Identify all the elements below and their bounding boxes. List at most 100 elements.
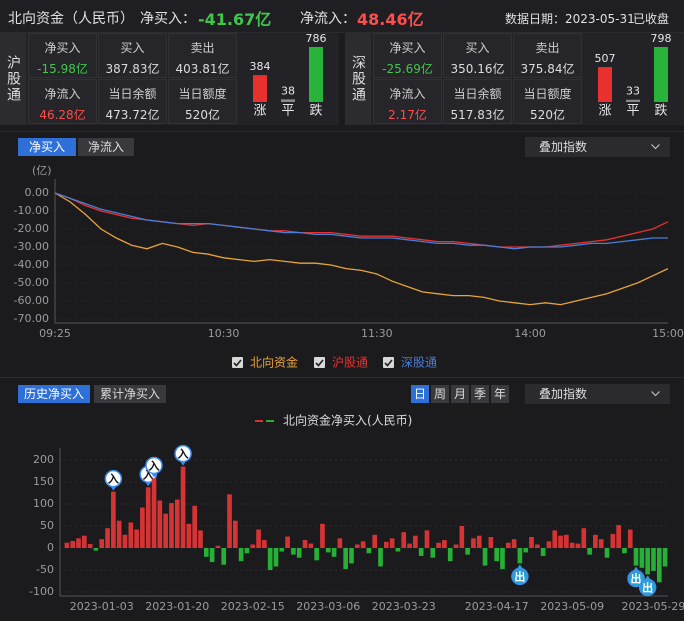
bar [245, 548, 250, 553]
legend-checkbox [232, 357, 243, 368]
bar [128, 522, 133, 548]
bar [657, 548, 662, 582]
value-label: 384 [250, 60, 271, 73]
x-tick-label: 2023-05-29 [622, 600, 684, 613]
value-label: 33 [626, 85, 640, 98]
category-label: 跌 [654, 103, 667, 119]
category-label: 平 [626, 104, 639, 119]
signal-badge: 入 [175, 446, 191, 466]
badge-label: 入 [178, 448, 189, 461]
bar [419, 548, 424, 556]
bar [494, 548, 499, 561]
bar [372, 535, 377, 548]
bar [460, 526, 465, 548]
y-tick-label: -10.00 [14, 204, 49, 217]
series-line [55, 193, 668, 305]
bar [593, 535, 598, 548]
x-tick-label: 2023-01-20 [145, 600, 209, 613]
value-label: 798 [651, 32, 672, 45]
bar [529, 537, 534, 548]
legend-label: 沪股通 [332, 356, 368, 370]
bar [390, 538, 395, 548]
bar [343, 548, 348, 569]
legend-label: 北向资金 [250, 355, 298, 370]
bar [465, 548, 470, 555]
bar [651, 548, 656, 571]
bar [309, 544, 314, 548]
y-tick-label: 0 [47, 541, 54, 554]
bar [349, 548, 354, 563]
bar [558, 536, 563, 548]
y-tick-label: 150 [33, 475, 54, 488]
bar [576, 544, 581, 548]
bar [279, 548, 284, 552]
y-tick-label: 100 [33, 497, 54, 510]
bar [663, 548, 668, 566]
bar [378, 548, 383, 566]
legend-label: 深股通 [401, 356, 437, 370]
bar [326, 548, 331, 552]
legend-checkbox [383, 357, 394, 368]
bar [70, 541, 75, 548]
bar [297, 548, 302, 558]
bar [320, 524, 325, 548]
bar [518, 548, 523, 563]
y-axis-label: (亿) [32, 164, 52, 177]
bar [285, 537, 290, 548]
y-tick-label: -70.00 [14, 312, 49, 325]
badge-label: 入 [108, 473, 119, 486]
bar [477, 536, 482, 548]
bar [332, 548, 337, 557]
x-tick-label: 14:00 [514, 327, 546, 340]
bar [634, 548, 639, 566]
bar [303, 540, 308, 548]
bar [489, 537, 494, 548]
value-label: 38 [281, 84, 295, 97]
x-tick-label: 2023-03-23 [372, 600, 436, 613]
bar [88, 544, 93, 548]
bar [239, 548, 244, 561]
bar [425, 530, 430, 548]
legend-checkbox [314, 357, 325, 368]
bar [407, 544, 412, 548]
bar [198, 530, 203, 548]
bar [227, 494, 232, 548]
y-tick-label: 50 [40, 519, 54, 532]
category-label: 平 [281, 104, 294, 119]
bar [134, 530, 139, 548]
bar [204, 548, 209, 557]
bar [233, 521, 238, 548]
bar [471, 538, 476, 548]
bar [541, 548, 546, 556]
x-tick-label: 11:30 [361, 327, 393, 340]
bar [152, 478, 157, 548]
x-tick-label: 10:30 [208, 327, 240, 340]
bar [483, 548, 488, 566]
x-tick-label: 09:25 [39, 327, 71, 340]
badge-label: 出 [642, 580, 653, 594]
bar [523, 548, 528, 552]
bar [500, 548, 505, 569]
bar [605, 548, 610, 558]
bar [256, 530, 261, 548]
bar [430, 548, 435, 558]
bar [413, 536, 418, 548]
bar [76, 538, 81, 548]
y-tick-label: -100 [29, 585, 54, 598]
bar [82, 536, 87, 548]
badge-label: 入 [149, 459, 160, 472]
x-tick-label: 2023-04-17 [465, 600, 529, 613]
bar [640, 548, 645, 568]
bar [221, 548, 226, 565]
bar [442, 540, 447, 548]
bar [547, 541, 552, 548]
bar [117, 521, 122, 548]
bar [338, 538, 343, 548]
bar [216, 546, 221, 548]
category-label: 涨 [598, 104, 611, 119]
bar [401, 532, 406, 548]
bar [506, 543, 511, 548]
bar [616, 525, 621, 548]
bar [262, 540, 267, 548]
bar [611, 534, 616, 548]
